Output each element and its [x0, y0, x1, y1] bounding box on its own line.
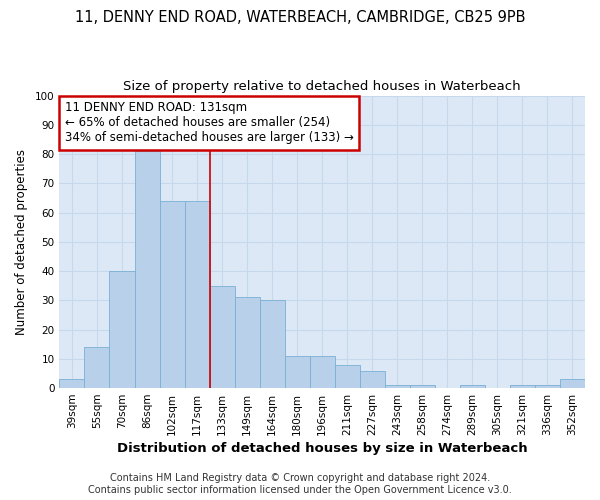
Title: Size of property relative to detached houses in Waterbeach: Size of property relative to detached ho… [124, 80, 521, 93]
Bar [560, 380, 585, 388]
Y-axis label: Number of detached properties: Number of detached properties [15, 149, 28, 335]
Bar [460, 385, 485, 388]
Bar [134, 151, 160, 388]
Bar [160, 201, 185, 388]
X-axis label: Distribution of detached houses by size in Waterbeach: Distribution of detached houses by size … [117, 442, 527, 455]
Bar [310, 356, 335, 388]
Bar [185, 201, 209, 388]
Text: 11, DENNY END ROAD, WATERBEACH, CAMBRIDGE, CB25 9PB: 11, DENNY END ROAD, WATERBEACH, CAMBRIDG… [75, 10, 525, 25]
Bar [410, 385, 435, 388]
Bar [360, 370, 385, 388]
Bar [260, 300, 284, 388]
Text: 11 DENNY END ROAD: 131sqm
← 65% of detached houses are smaller (254)
34% of semi: 11 DENNY END ROAD: 131sqm ← 65% of detac… [65, 102, 353, 144]
Bar [235, 298, 260, 388]
Bar [59, 380, 85, 388]
Bar [510, 385, 535, 388]
Bar [85, 347, 109, 388]
Bar [385, 385, 410, 388]
Bar [209, 286, 235, 388]
Bar [535, 385, 560, 388]
Bar [109, 271, 134, 388]
Bar [335, 364, 360, 388]
Bar [284, 356, 310, 388]
Text: Contains HM Land Registry data © Crown copyright and database right 2024.
Contai: Contains HM Land Registry data © Crown c… [88, 474, 512, 495]
